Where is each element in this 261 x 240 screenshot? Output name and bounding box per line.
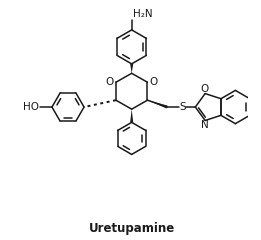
Polygon shape [147,100,168,108]
Polygon shape [130,109,133,122]
Text: Uretupamine: Uretupamine [88,222,175,235]
Text: HO: HO [22,102,39,112]
Text: N: N [201,120,209,130]
Text: H₂N: H₂N [133,9,152,19]
Polygon shape [130,64,133,73]
Text: O: O [149,77,157,87]
Text: S: S [179,102,186,112]
Text: O: O [200,84,209,94]
Text: O: O [106,77,114,87]
